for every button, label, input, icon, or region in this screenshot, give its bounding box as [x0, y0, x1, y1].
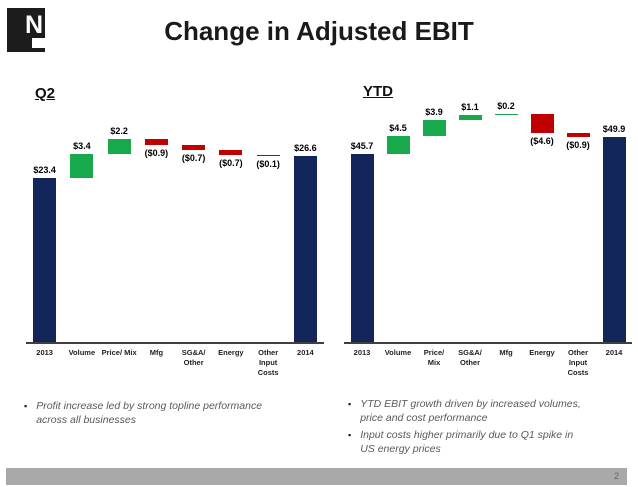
- q2-bar-value-label: ($0.9): [144, 148, 169, 159]
- ytd-axis-category-label: 2013: [353, 348, 371, 357]
- q2-bar-value-label: ($0.7): [181, 153, 206, 164]
- ytd-waterfall-bar-1: [350, 154, 374, 342]
- ytd-chart-title: YTD: [363, 83, 393, 100]
- bullet-text: YTD EBIT growth driven by increased volu…: [360, 398, 581, 425]
- company-logo: N: [7, 8, 45, 52]
- ytd-bar-value-label: $4.5: [389, 122, 407, 133]
- q2-chart-title: Q2: [35, 85, 56, 102]
- q2-waterfall-bar-8: [293, 155, 317, 342]
- q2-waterfall-bar-7: [256, 155, 280, 157]
- bullet-marker: ▪: [348, 399, 352, 409]
- bullet-text: Profit increase led by strong topline pe…: [36, 400, 263, 427]
- q2-waterfall-bar-1: [33, 178, 57, 342]
- q2-axis-category-label: Other Input Costs: [257, 348, 279, 378]
- q2-axis-category-label: Price/ Mix: [101, 348, 137, 357]
- ytd-waterfall-bar-3: [422, 119, 446, 136]
- bullet-item: ▪ Profit increase led by strong topline …: [22, 399, 334, 428]
- bullet-text: Input costs higher primarily due to Q1 s…: [360, 428, 574, 456]
- q2-bar-value-label: $2.2: [110, 126, 128, 136]
- ytd-waterfall-bar-4: [458, 115, 482, 120]
- page-title: Change in Adjusted EBIT: [164, 16, 474, 46]
- q2-bar-value-label: $3.4: [73, 141, 91, 152]
- bullet-marker: ▪: [348, 429, 352, 440]
- logo-notch: [32, 38, 45, 48]
- q2-waterfall-bar-2: [70, 154, 94, 179]
- ytd-bar-value-label: $3.9: [425, 106, 443, 117]
- q2-axis-category-label: 2014: [297, 348, 314, 357]
- ytd-axis-category-label: Energy: [529, 348, 555, 357]
- ytd-axis-category-label: Mfg: [499, 348, 513, 357]
- ytd-waterfall-bar-5: [494, 114, 518, 116]
- ytd-waterfall-bar-2: [386, 135, 410, 155]
- q2-waterfall-bar-5: [182, 145, 206, 151]
- q2-axis-category-label: Mfg: [149, 348, 164, 357]
- q2-waterfall-bar-3: [107, 139, 131, 155]
- ytd-axis-category-label: Volume: [384, 348, 412, 357]
- ytd-waterfall-bar-8: [602, 136, 626, 342]
- q2-axis-category-label: Volume: [68, 348, 96, 357]
- ytd-waterfall-bar-7: [566, 133, 590, 137]
- footer-bar: 2: [6, 468, 627, 485]
- ytd-axis-category-label: Other Input Costs: [567, 348, 589, 378]
- q2-bar-value-label: ($0.1): [256, 158, 280, 169]
- q2-bar-value-label: $26.6: [294, 142, 317, 153]
- bullet-item: ▪ Input costs higher primarily due to Q1…: [346, 428, 638, 457]
- ytd-bar-value-label: $49.9: [602, 123, 626, 134]
- q2-waterfall-bar-4: [144, 139, 168, 146]
- logo-letter-n: N: [24, 11, 43, 39]
- q2-bar-value-label: $23.4: [33, 165, 56, 176]
- ytd-bar-value-label: $0.2: [497, 101, 515, 112]
- q2-commentary: ▪ Profit increase led by strong topline …: [22, 399, 334, 430]
- q2-axis-category-label: SG&A/ Other: [181, 348, 206, 368]
- bullet-item: ▪ YTD EBIT growth driven by increased vo…: [346, 397, 638, 426]
- ytd-bar-value-label: ($4.6): [530, 136, 554, 147]
- bullet-marker: ▪: [24, 401, 28, 411]
- q2-x-axis-line: [26, 342, 324, 344]
- q2-axis-category-label: Energy: [218, 348, 244, 357]
- ytd-commentary: ▪ YTD EBIT growth driven by increased vo…: [346, 397, 638, 459]
- q2-bar-value-label: ($0.7): [219, 158, 243, 169]
- ytd-waterfall-bar-6: [530, 114, 554, 134]
- page-number: 2: [613, 471, 619, 481]
- q2-waterfall-bar-6: [219, 150, 243, 156]
- ytd-bar-value-label: ($0.9): [566, 139, 590, 150]
- ytd-bar-value-label: $45.7: [350, 141, 374, 152]
- ytd-bar-value-label: $1.1: [461, 102, 479, 113]
- ytd-axis-category-label: SG&A/ Other: [458, 348, 482, 368]
- ytd-axis-category-label: 2014: [605, 348, 623, 357]
- q2-axis-category-label: 2013: [36, 348, 53, 357]
- ytd-axis-category-label: Price/ Mix: [423, 348, 445, 368]
- ytd-x-axis-line: [344, 342, 632, 344]
